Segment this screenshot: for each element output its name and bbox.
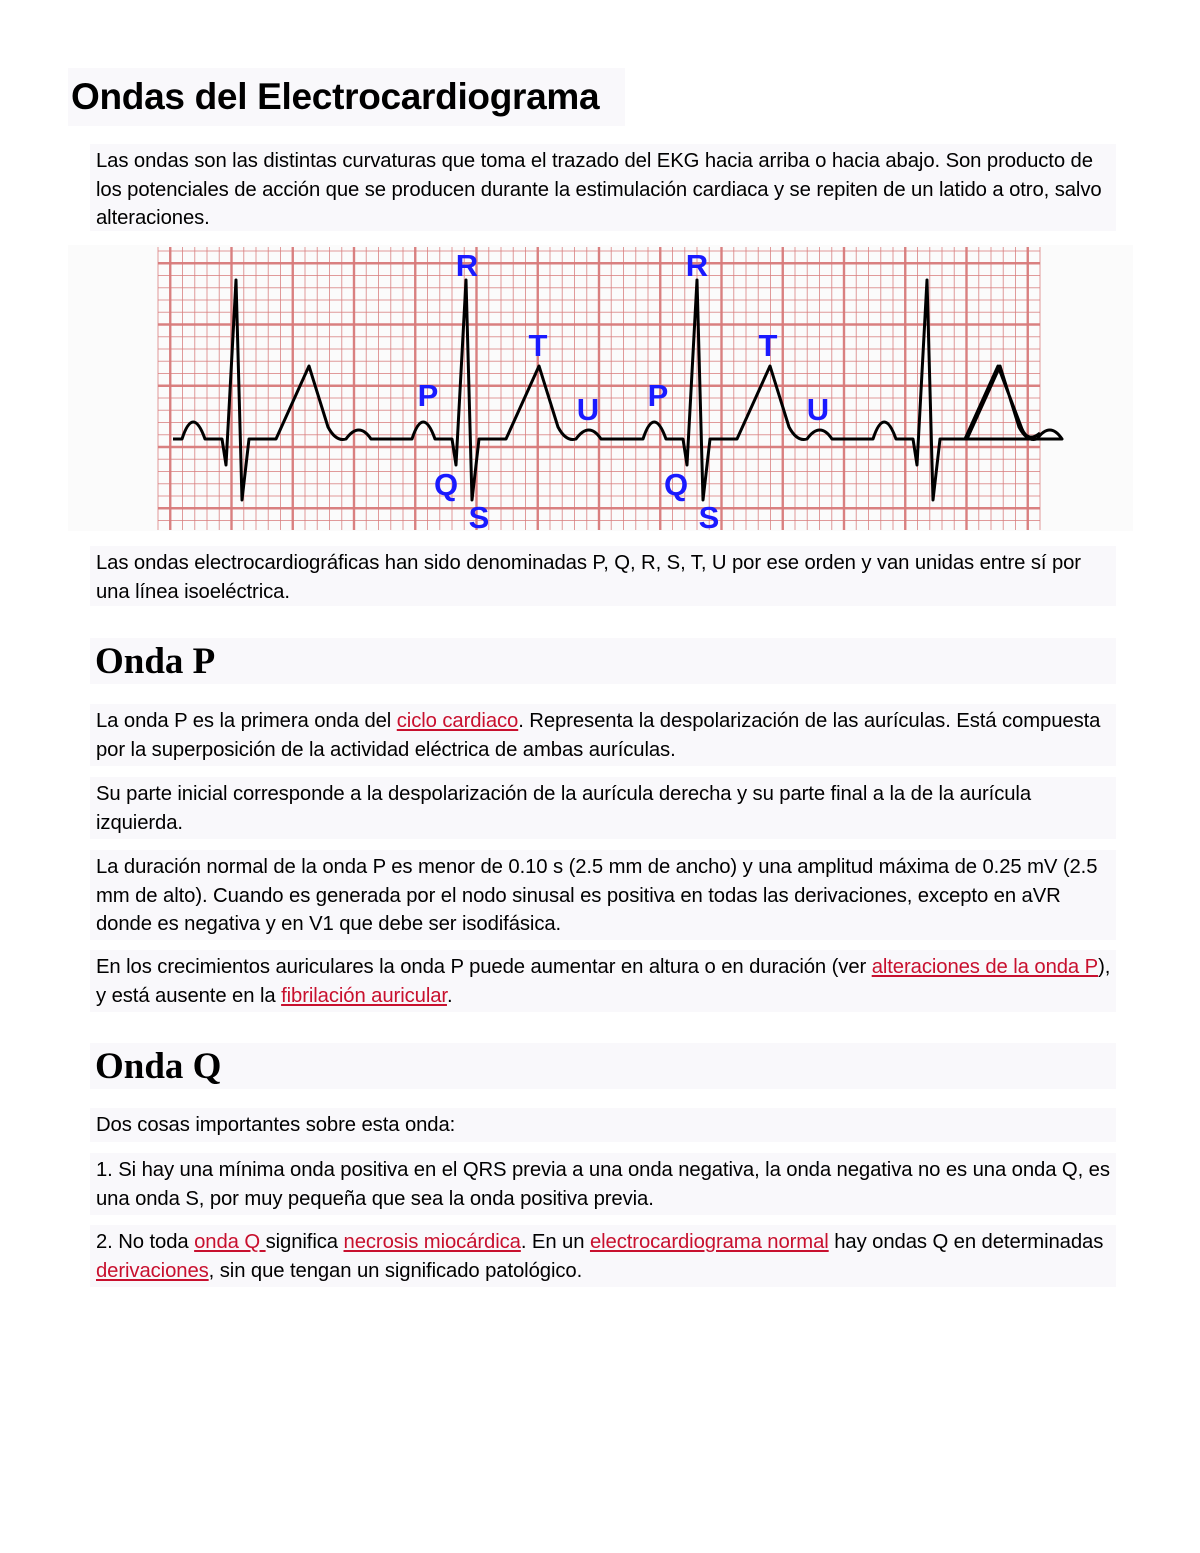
link[interactable]: fibrilación auricular: [281, 984, 447, 1007]
onda-p-paragraph-1: La onda P es la primera onda del ciclo c…: [90, 704, 1116, 766]
text-segment: . En un: [520, 1231, 590, 1253]
intro-paragraph: Las ondas son las distintas curvaturas q…: [90, 144, 1116, 231]
text-segment: .: [446, 984, 453, 1007]
wave-label-r: R: [456, 248, 478, 283]
onda-p-paragraph-2: Su parte inicial corresponde a la despol…: [90, 777, 1116, 839]
text-segment: En los crecimientos auriculares la onda …: [96, 956, 872, 978]
wave-label-p: P: [648, 378, 669, 413]
wave-label-t: T: [759, 328, 778, 363]
onda-q-paragraph-3: 2. No toda onda Q significa necrosis mio…: [90, 1225, 1116, 1287]
onda-p-paragraph-3: La duración normal de la onda P es menor…: [90, 850, 1116, 940]
wave-label-q: Q: [434, 467, 458, 502]
link[interactable]: alteraciones de la onda P: [871, 956, 1099, 978]
text-segment: Su parte inicial corresponde a la despol…: [96, 783, 1032, 834]
text-segment: 1. Si hay una mínima onda positiva en el…: [96, 1159, 1110, 1210]
text-segment: . Representa la despolarización de las a…: [96, 710, 1101, 761]
link[interactable]: onda Q: [194, 1231, 266, 1253]
text-segment: Dos cosas importantes sobre esta onda:: [96, 1114, 456, 1136]
text-segment: ), y está ausente en la: [96, 956, 1111, 1007]
heading-onda-p: Onda P: [90, 638, 1116, 684]
wave-label-q: Q: [664, 467, 688, 502]
text-segment: Las ondas electrocardiográficas han sido…: [96, 552, 1081, 603]
ecg-trace: [173, 278, 1064, 502]
text-segment: La duración normal de la onda P es menor…: [96, 856, 1098, 935]
wave-label-s: S: [699, 500, 720, 531]
heading-onda-q: Onda Q: [90, 1043, 1116, 1089]
text-segment: La onda P es la primera onda del: [96, 710, 397, 732]
text-segment: Las ondas son las distintas curvaturas q…: [96, 150, 1102, 229]
wave-label-p: P: [418, 378, 439, 413]
wave-label-u: U: [807, 392, 829, 427]
link[interactable]: electrocardiograma normal: [589, 1231, 829, 1253]
onda-q-paragraph-1: Dos cosas importantes sobre esta onda:: [90, 1108, 1116, 1142]
link[interactable]: necrosis miocárdica: [343, 1231, 521, 1253]
waves-paragraph: Las ondas electrocardiográficas han sido…: [90, 546, 1116, 606]
text-segment: significa: [265, 1231, 344, 1253]
wave-label-r: R: [686, 248, 708, 283]
text-segment: hay ondas Q en determinadas: [828, 1231, 1104, 1253]
link[interactable]: ciclo cardiaco: [396, 710, 519, 732]
page-title: Ondas del Electrocardiograma: [68, 68, 625, 126]
wave-label-s: S: [469, 500, 490, 531]
text-segment: , sin que tengan un significado patológi…: [208, 1259, 583, 1282]
text-segment: 2. No toda: [96, 1231, 195, 1253]
onda-p-paragraph-4: En los crecimientos auriculares la onda …: [90, 950, 1116, 1012]
onda-q-paragraph-2: 1. Si hay una mínima onda positiva en el…: [90, 1153, 1116, 1215]
link[interactable]: derivaciones: [96, 1259, 209, 1282]
wave-label-t: T: [529, 328, 548, 363]
wave-label-u: U: [577, 392, 599, 427]
